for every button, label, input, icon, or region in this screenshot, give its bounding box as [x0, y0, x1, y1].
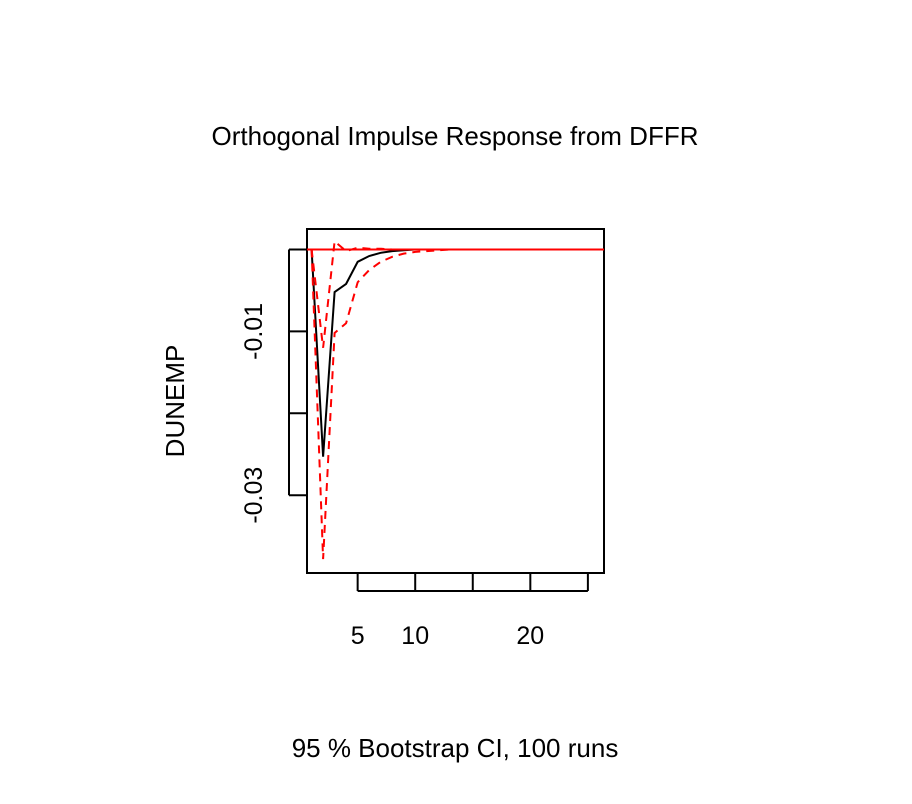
- y-axis-label: DUNEMP: [160, 345, 190, 458]
- x-tick-label: 10: [401, 622, 429, 650]
- chart-title: Orthogonal Impulse Response from DFFR: [212, 121, 699, 151]
- plot-area: [307, 239, 604, 560]
- bootstrap-ci-footer: 95 % Bootstrap CI, 100 runs: [292, 733, 619, 763]
- x-tick-label: 5: [351, 622, 365, 650]
- series-line-response: [310, 248, 600, 457]
- x-axis: 5 10 20: [351, 574, 589, 650]
- y-tick-label: -0.03: [240, 467, 268, 524]
- y-axis: -0.01 -0.03: [240, 248, 306, 524]
- plot-frame: [306, 228, 605, 574]
- x-tick-label: 20: [516, 622, 544, 650]
- y-tick-label: -0.01: [240, 303, 268, 360]
- series-line-lower: [310, 248, 600, 560]
